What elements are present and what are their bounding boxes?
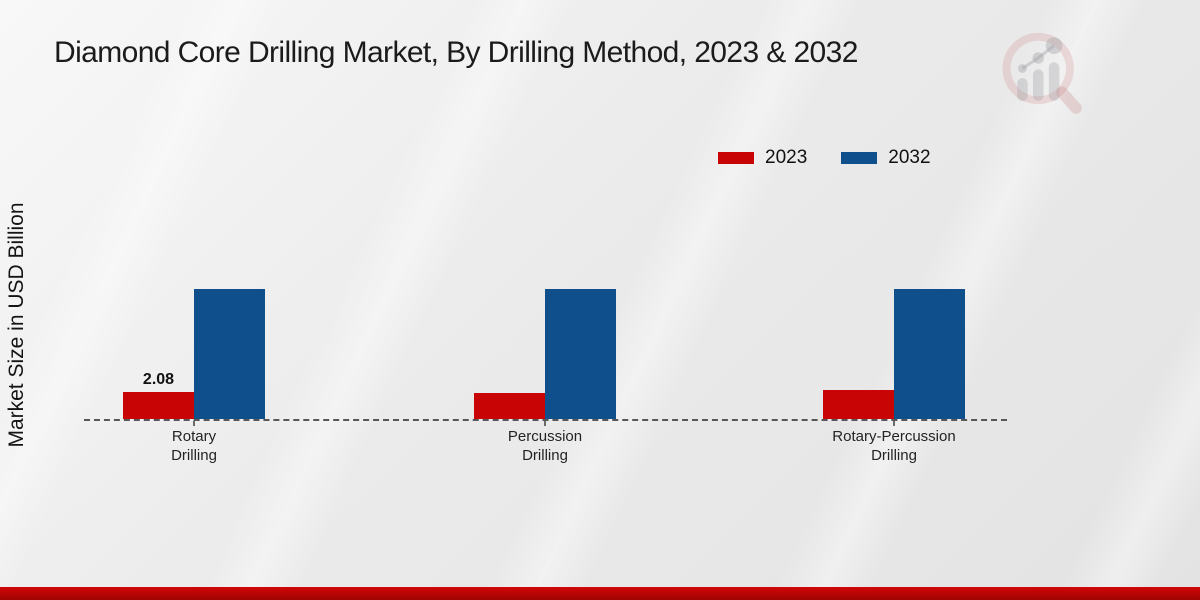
market-research-watermark-logo (1002, 32, 1082, 114)
magnifier-handle-icon (1056, 86, 1082, 114)
legend-item-2032: 2032 (841, 147, 931, 169)
logo-dot-icon (1032, 52, 1044, 64)
bar-2032-rotary-percussion-drilling (894, 289, 965, 419)
bar-group-percussion-drilling (474, 289, 616, 426)
logo-bar-icon (1017, 78, 1028, 102)
legend: 2023 2032 (718, 145, 931, 171)
bar-value-label: 2.08 (142, 370, 175, 388)
bar-group-rotary-percussion-drilling (823, 289, 965, 426)
x-tick-label-rotary-percussion-drilling: Rotary-Percussion Drilling (832, 428, 956, 464)
logo-bar-icon (1032, 69, 1044, 102)
logo-dot-icon (1018, 64, 1027, 73)
y-axis-label: Market Size in USD Billion (5, 202, 28, 448)
x-axis-tick (193, 421, 195, 426)
chart-title: Diamond Core Drilling Market, By Drillin… (54, 36, 858, 69)
x-axis-baseline (84, 419, 1007, 421)
x-tick-label-percussion-drilling: Percussion Drilling (507, 428, 583, 464)
x-axis-tick (544, 421, 546, 426)
bar-2023-rotary-drilling (123, 391, 194, 419)
bar-2023-rotary-percussion-drilling (823, 389, 894, 419)
x-tick-label-rotary-drilling: Rotary Drilling (171, 428, 217, 464)
legend-label-2023: 2023 (765, 147, 808, 168)
logo-dot-icon (1045, 37, 1063, 54)
legend-swatch-2032 (841, 152, 878, 164)
legend-swatch-2023 (718, 152, 754, 164)
bar-2032-rotary-drilling (194, 289, 265, 419)
legend-item-2023: 2023 (718, 147, 807, 169)
bar-2032-percussion-drilling (545, 289, 616, 419)
logo-bar-icon (1048, 62, 1060, 102)
x-axis-tick (893, 421, 895, 426)
bar-group-rotary-drilling: 2.08 (123, 289, 265, 426)
logo-trend-line-icon (1021, 44, 1056, 70)
legend-label-2032: 2032 (888, 147, 931, 168)
bar-2023-percussion-drilling (474, 393, 545, 419)
magnifier-ring-icon (1002, 32, 1074, 105)
bottom-accent-strip (0, 587, 1200, 600)
